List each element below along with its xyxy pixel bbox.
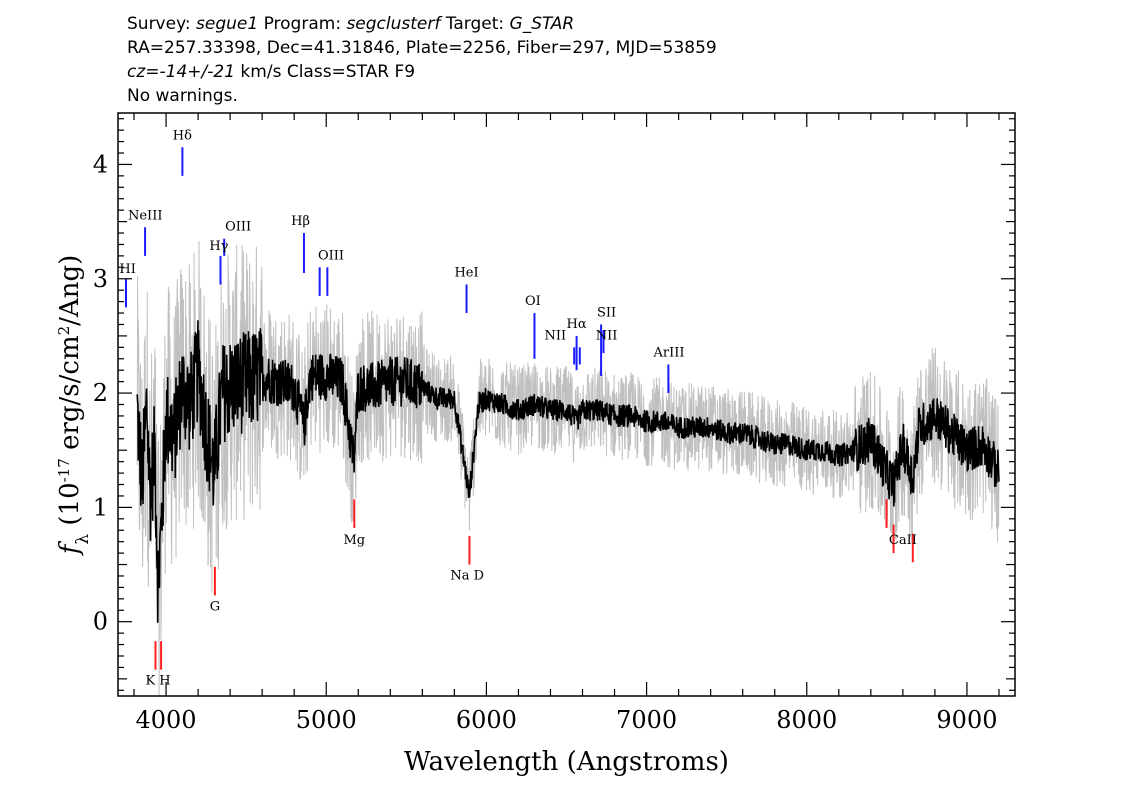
x-tick-label: 4000 — [136, 706, 197, 734]
survey-label: Survey: — [127, 14, 197, 34]
spectrum-series — [136, 320, 1000, 623]
absorption-line-label: G — [210, 599, 220, 614]
target-value: G_STAR — [509, 14, 575, 34]
absorption-line-label: Na D — [450, 568, 484, 583]
x-tick-label: 6000 — [456, 706, 517, 734]
x-tick-label: 7000 — [616, 706, 677, 734]
emission-line-label: HeI — [454, 265, 478, 280]
emission-line-label: NII — [544, 328, 566, 343]
emission-line-label: OI — [525, 294, 541, 309]
header-line-1: Survey: segue1 Program: segclusterf Targ… — [127, 12, 717, 36]
absorption-line-label: Mg — [343, 533, 365, 548]
emission-line-label: Hβ — [291, 214, 310, 229]
y-tick-label: 4 — [93, 150, 108, 178]
header-line-4: No warnings. — [127, 86, 238, 106]
axes: 4000 5000 6000 7000 8000 9000 0 1 2 3 4 Wavelength … — [55, 112, 1016, 777]
x-tick-label: 5000 — [296, 706, 357, 734]
emission-line-label: OIII — [225, 220, 251, 235]
program-label: Program: — [258, 14, 347, 34]
emission-line-label: Hγ — [209, 239, 228, 254]
x-tick-label: 8000 — [776, 706, 837, 734]
emission-line-label: Hα — [567, 317, 587, 332]
survey-value: segue1 — [196, 14, 259, 34]
y-tick-label: 3 — [93, 265, 108, 293]
target-label: Target: — [440, 14, 510, 34]
emission-line-label: NII — [596, 328, 618, 343]
y-tick-label: 2 — [93, 379, 108, 407]
error-line — [136, 241, 1000, 696]
y-tick-label: 0 — [93, 608, 108, 636]
header-line-2: RA=257.33398, Dec=41.31846, Plate=2256, … — [127, 38, 717, 58]
header-line-3: cz=-14+/-21 km/s Class=STAR F9 — [127, 60, 717, 84]
y-tick-label: 1 — [93, 493, 108, 521]
emission-line-label: SII — [597, 305, 616, 320]
emission-line-label: ArIII — [653, 345, 685, 360]
redshift-value: cz=-14+/-21 — [127, 62, 236, 82]
emission-line-label: NeIII — [128, 208, 162, 223]
x-tick-label: 9000 — [936, 706, 997, 734]
absorption-line-label: K H — [145, 674, 170, 689]
absorption-line-label: CaII — [889, 533, 917, 548]
x-axis-label: Wavelength (Angstroms) — [404, 747, 729, 777]
emission-line-label: Hδ — [173, 128, 192, 143]
emission-line-label: OIII — [318, 248, 344, 263]
spectrum-line-0 — [136, 320, 1000, 623]
error-band — [136, 241, 1000, 696]
emission-line-label: HI — [119, 262, 135, 277]
program-value: segclusterf — [346, 14, 441, 34]
y-axis-label: fλ (10-17 erg/s/cm2/Ang) — [55, 255, 93, 557]
spectrum-header: Survey: segue1 Program: segclusterf Targ… — [127, 12, 717, 108]
class-info: km/s Class=STAR F9 — [235, 62, 416, 82]
